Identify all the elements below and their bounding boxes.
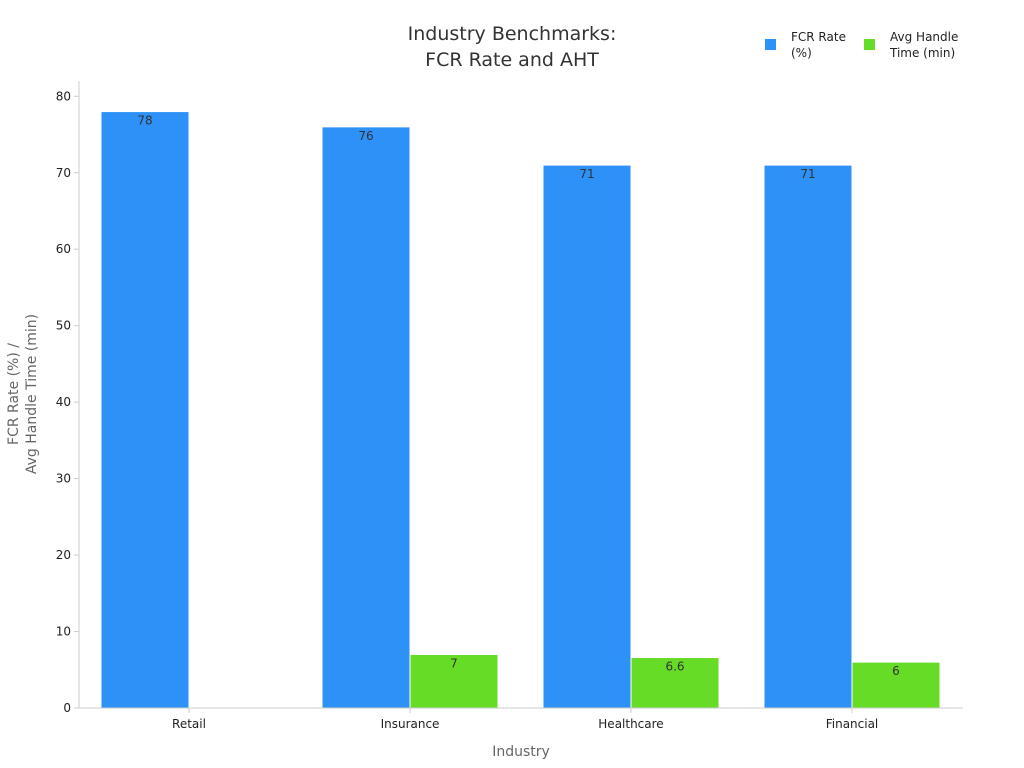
- y-tick-label: 80: [56, 89, 71, 103]
- bar-avg-handle-time-insurance: [409, 653, 499, 709]
- x-tick-label-healthcare: Healthcare: [598, 717, 663, 731]
- bar-fcr-rate-healthcare: [542, 164, 632, 709]
- data-label-avg-handle-time-healthcare: 6.6: [665, 660, 684, 674]
- legend: FCR Rate (%) Avg Handle Time (min): [765, 30, 958, 60]
- x-axis-title: Industry: [492, 744, 550, 760]
- legend-swatch-fcr-rate: [765, 39, 776, 50]
- bar-fcr-rate-financial: [763, 164, 853, 709]
- plot-area: 0 10 20 30 40 50 60 70 80 78 Retail 76 7 Insurance 71 6…: [56, 89, 941, 731]
- bar-avg-handle-time-healthcare: [630, 657, 720, 709]
- bar-fcr-rate-retail: [100, 111, 190, 709]
- data-label-fcr-rate-retail: 78: [137, 114, 152, 128]
- data-label-fcr-rate-financial: 71: [800, 167, 815, 181]
- x-tick-label-retail: Retail: [172, 717, 206, 731]
- bar-avg-handle-time-financial: [851, 661, 941, 709]
- y-tick-label: 70: [56, 166, 71, 180]
- legend-label-avg-handle-time-line-2: Time (min): [889, 46, 955, 60]
- chart-title-line-2: FCR Rate and AHT: [425, 49, 599, 71]
- legend-swatch-avg-handle-time: [864, 39, 875, 50]
- y-tick-label: 40: [56, 395, 71, 409]
- y-axis-title: FCR Rate (%) / Avg Handle Time (min): [6, 314, 40, 474]
- y-tick-label: 20: [56, 548, 71, 562]
- chart-title-line-1: Industry Benchmarks:: [408, 23, 617, 45]
- y-tick-label: 30: [56, 472, 71, 486]
- y-tick-label: 0: [63, 701, 71, 715]
- y-tick-label: 60: [56, 242, 71, 256]
- x-tick-label-insurance: Insurance: [381, 717, 440, 731]
- legend-label-fcr-rate-line-1: FCR Rate: [791, 30, 846, 44]
- chart-title: Industry Benchmarks: FCR Rate and AHT: [408, 23, 617, 71]
- legend-label-fcr-rate-line-2: (%): [791, 46, 812, 60]
- data-label-fcr-rate-insurance: 76: [358, 129, 373, 143]
- y-axis-title-line-1: FCR Rate (%) /: [6, 343, 22, 445]
- y-axis-title-line-2: Avg Handle Time (min): [24, 314, 40, 474]
- bar-fcr-rate-insurance: [321, 126, 411, 709]
- x-tick-label-financial: Financial: [826, 717, 879, 731]
- y-tick-label: 10: [56, 625, 71, 639]
- data-label-avg-handle-time-insurance: 7: [450, 656, 458, 670]
- y-tick-label: 50: [56, 319, 71, 333]
- data-label-fcr-rate-healthcare: 71: [579, 167, 594, 181]
- data-label-avg-handle-time-financial: 6: [892, 664, 900, 678]
- legend-label-avg-handle-time-line-1: Avg Handle: [890, 30, 958, 44]
